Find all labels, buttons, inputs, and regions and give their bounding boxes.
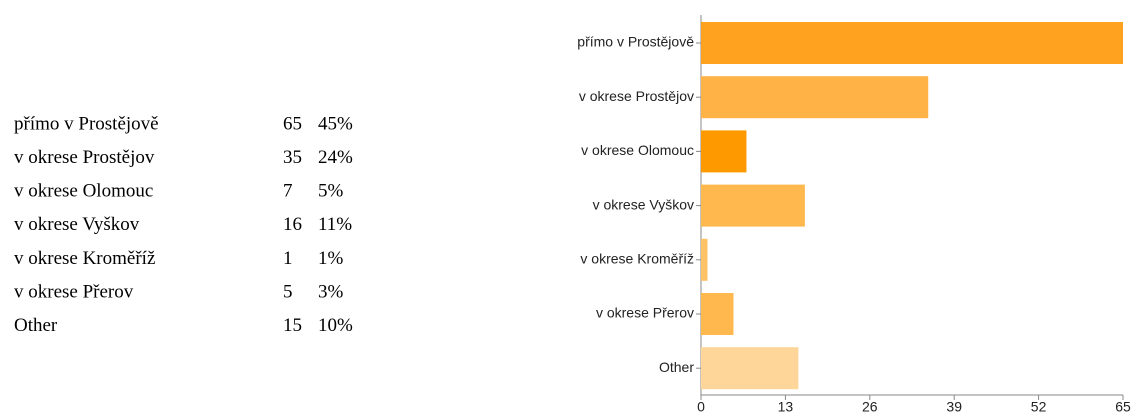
table-label: v okrese Přerov	[14, 281, 134, 302]
table-count: 5	[283, 281, 293, 302]
bar	[701, 238, 708, 281]
table-label: přímo v Prostějově	[14, 113, 159, 134]
table-label: v okrese Olomouc	[14, 181, 153, 202]
x-tick-label: 65	[1115, 399, 1131, 415]
y-tick-label: v okrese Vyškov	[593, 196, 694, 212]
y-tick-label: Other	[659, 359, 694, 375]
y-tick-label: v okrese Olomouc	[581, 142, 694, 158]
x-tick-label: 39	[946, 399, 962, 415]
table-count: 16	[283, 214, 302, 235]
bar	[701, 184, 805, 227]
table-percent: 11%	[318, 214, 352, 235]
x-tick-label: 0	[697, 399, 705, 415]
table-count: 15	[283, 315, 302, 336]
table-percent: 24%	[318, 147, 353, 168]
table-percent: 3%	[318, 281, 344, 302]
x-tick-label: 52	[1031, 399, 1047, 415]
y-tick-label: přímo v Prostějově	[577, 34, 694, 50]
y-tick-label: v okrese Přerov	[596, 305, 694, 321]
x-tick-label: 26	[862, 399, 878, 415]
bar	[701, 22, 1123, 64]
table-label: v okrese Vyškov	[14, 214, 140, 235]
bar	[701, 130, 747, 173]
table-count: 35	[283, 147, 302, 168]
table-count: 1	[283, 248, 293, 269]
bar	[701, 293, 734, 335]
table-percent: 10%	[318, 315, 353, 336]
bar	[701, 347, 799, 390]
bar	[701, 76, 929, 119]
y-tick-label: v okrese Kroměříž	[580, 251, 694, 267]
table-count: 7	[283, 181, 293, 202]
table-count: 65	[283, 113, 302, 134]
x-tick-label: 13	[778, 399, 794, 415]
table-label: Other	[14, 315, 58, 336]
y-tick-label: v okrese Prostějov	[579, 88, 694, 104]
table-label: v okrese Prostějov	[14, 147, 155, 168]
table-percent: 45%	[318, 113, 353, 134]
table-label: v okrese Kroměříž	[14, 248, 155, 269]
table-percent: 5%	[318, 181, 344, 202]
table-percent: 1%	[318, 248, 344, 269]
